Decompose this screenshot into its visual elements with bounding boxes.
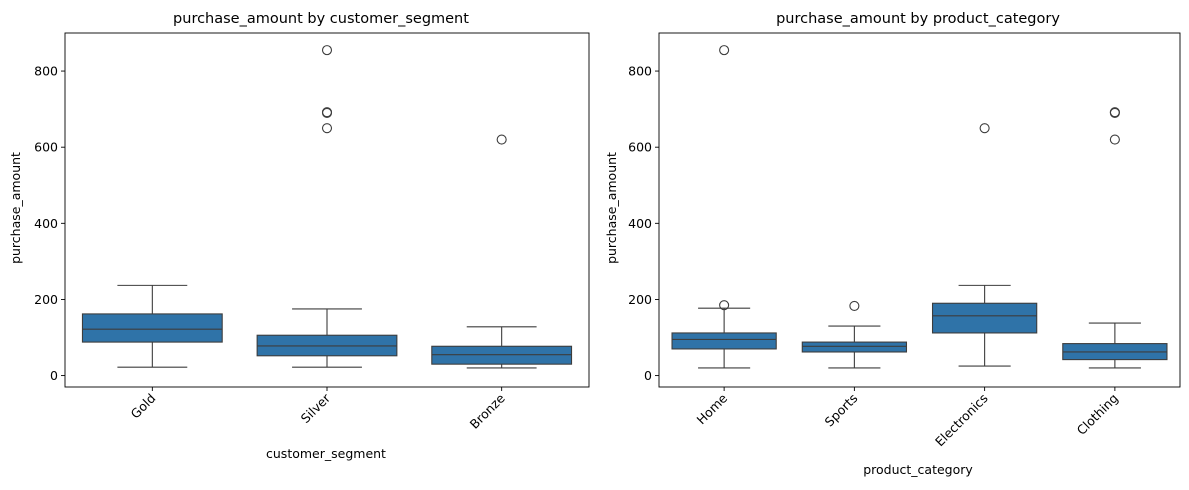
outlier-point (849, 300, 860, 311)
y-axis-label: purchase_amount (8, 152, 23, 264)
y-tick-label: 800 (628, 64, 652, 79)
outlier-point (321, 123, 333, 134)
x-tick-label: Gold (128, 391, 159, 422)
outlier-point (719, 45, 730, 56)
y-tick-label: 0 (50, 368, 58, 383)
chart-title: purchase_amount by customer_segment (173, 11, 469, 27)
box-gold (81, 313, 223, 343)
x-tick-label: Bronze (467, 390, 508, 431)
outlier-point (719, 300, 730, 311)
outlier-point (1109, 107, 1120, 118)
y-tick-label: 0 (644, 368, 652, 383)
outlier-point (321, 107, 333, 118)
y-tick-label: 200 (628, 292, 652, 307)
box-home (671, 332, 777, 350)
chart-customer-segment: purchase_amount by customer_segment cust… (8, 11, 590, 461)
box-sports (801, 341, 908, 353)
x-tick-label: Home (694, 390, 731, 427)
outlier-point (1109, 134, 1120, 145)
outlier-point (979, 123, 990, 134)
y-tick-label: 400 (628, 216, 652, 231)
x-axis-label: product_category (863, 462, 973, 477)
y-tick-label: 600 (628, 140, 652, 155)
plot-frame (64, 32, 590, 388)
y-tick-label: 200 (34, 292, 58, 307)
y-tick-label: 600 (34, 140, 58, 155)
chart-product-category: purchase_amount by product_category prod… (604, 11, 1181, 477)
box-electronics (931, 302, 1038, 334)
y-tick-label: 400 (34, 216, 58, 231)
x-tick-label: Sports (822, 391, 861, 430)
x-tick-label: Clothing (1074, 391, 1121, 438)
x-axis-label: customer_segment (266, 446, 386, 461)
y-tick-label: 800 (34, 64, 58, 79)
box-bronze (431, 345, 573, 365)
outlier-point (496, 134, 507, 145)
chart-title: purchase_amount by product_category (776, 11, 1060, 27)
x-tick-label: Electronics (932, 391, 991, 450)
x-tick-label: Silver (298, 390, 334, 426)
outlier-point (321, 45, 333, 56)
y-axis-label: purchase_amount (604, 152, 619, 264)
plot-frame (658, 32, 1181, 388)
